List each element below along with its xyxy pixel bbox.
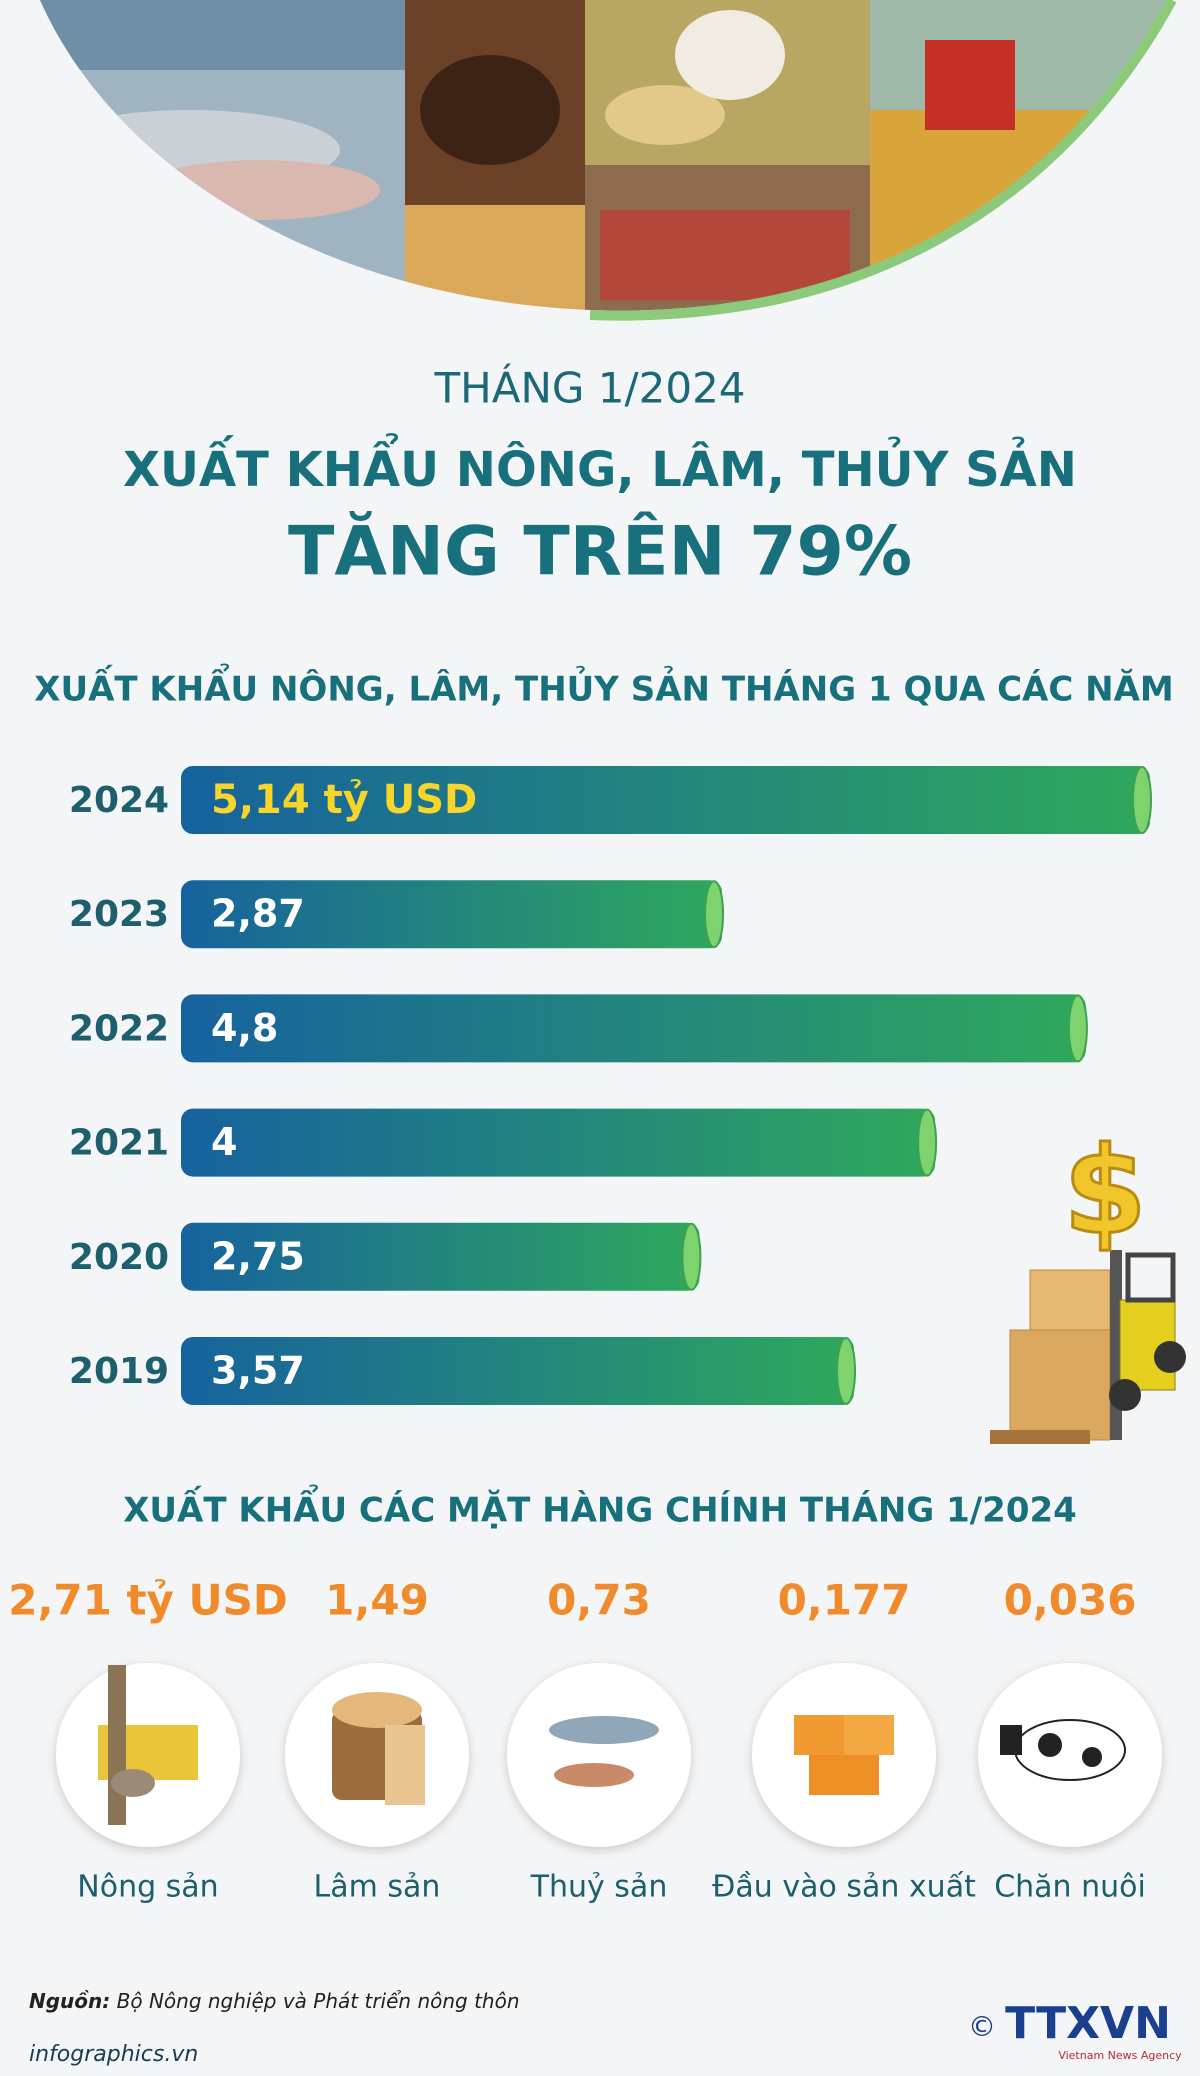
year-label: 2021 [69,1123,169,1164]
product-name: Đầu vào sản xuất [712,1870,976,1905]
year-label: 2020 [69,1237,169,1278]
icon [1014,1719,1126,1781]
icon [1082,1747,1102,1767]
icon [554,1763,634,1787]
icon [1000,1725,1022,1755]
title-line: TĂNG TRÊN 79% [288,511,912,592]
chart-title: XUẤT KHẨU NÔNG, LÂM, THỦY SẢN THÁNG 1 QU… [34,664,1174,710]
icon [111,1769,155,1797]
bar [181,1108,936,1177]
year-label: 2024 [69,780,169,821]
bar [181,1337,855,1405]
icon [809,1755,879,1795]
product-name: Lâm sản [314,1870,441,1905]
bar-cap [681,1222,702,1291]
title-line: XUẤT KHẨU NÔNG, LÂM, THỦY SẢN [123,433,1077,498]
photo-collage [40,0,1170,311]
product-name: Nông sản [77,1870,218,1905]
icon [844,1715,894,1755]
year-label: 2023 [69,894,169,935]
section-title: XUẤT KHẨU CÁC MẶT HÀNG CHÍNH THÁNG 1/202… [123,1485,1077,1531]
icon [1038,1733,1062,1757]
product-list: 2,71 tỷ USD Nông sản 1,49 Lâm sản 0,73 Thuỷ s… [8,1576,1162,1905]
agency-logo: TTXVN [1005,1998,1171,2049]
source-label: Nguồn: [29,1989,110,2013]
value-label: 5,14 tỷ USD [211,777,477,823]
bar-cap [917,1108,938,1177]
copyright: © [968,2010,996,2043]
source-text: Bộ Nông nghiệp và Phát triển nông thôn [117,1989,520,2013]
product-name: Thuỷ sản [530,1870,668,1905]
source: Nguồn: Bộ Nông nghiệp và Phát triển nông… [29,1989,520,2013]
decor-arc [589,0,1177,321]
product-value: 0,177 [778,1576,911,1625]
bar-chart: 2024 5,14 tỷ USD 2023 2,87 2022 4,8 2021 4 2020 2… [69,766,1152,1405]
icon [108,1665,126,1825]
icon [794,1715,844,1755]
icon-circle [507,1663,691,1847]
bar-cap [1067,994,1088,1063]
product-value: 0,73 [547,1576,651,1625]
product-value: 0,036 [1004,1576,1137,1625]
bar [181,1222,700,1291]
agency-sub: Vietnam News Agency [1058,2049,1182,2062]
icon [332,1692,422,1728]
year-label: 2022 [69,1008,169,1049]
value-label: 4,8 [211,1006,278,1050]
bar-cap [1132,766,1152,834]
value-label: 2,87 [211,892,305,936]
product-value: 1,49 [325,1576,429,1625]
svg-text:$: $ [1063,1123,1147,1262]
site: infographics.vn [29,2042,198,2067]
bar [181,766,1150,834]
bar [181,880,723,949]
year-label: 2019 [69,1351,169,1392]
bar-cap [836,1337,857,1405]
product-value: 2,71 tỷ USD [8,1576,288,1625]
bar-cap [704,880,725,949]
value-label: 3,57 [211,1349,305,1393]
icon [385,1725,425,1805]
product-name: Chăn nuôi [994,1870,1146,1905]
bar [181,994,1086,1063]
forklift-illustration: $ [990,1121,1186,1444]
icon [549,1716,659,1744]
subtitle: THÁNG 1/2024 [433,363,745,413]
value-label: 4 [211,1120,237,1164]
value-label: 2,75 [211,1234,305,1278]
